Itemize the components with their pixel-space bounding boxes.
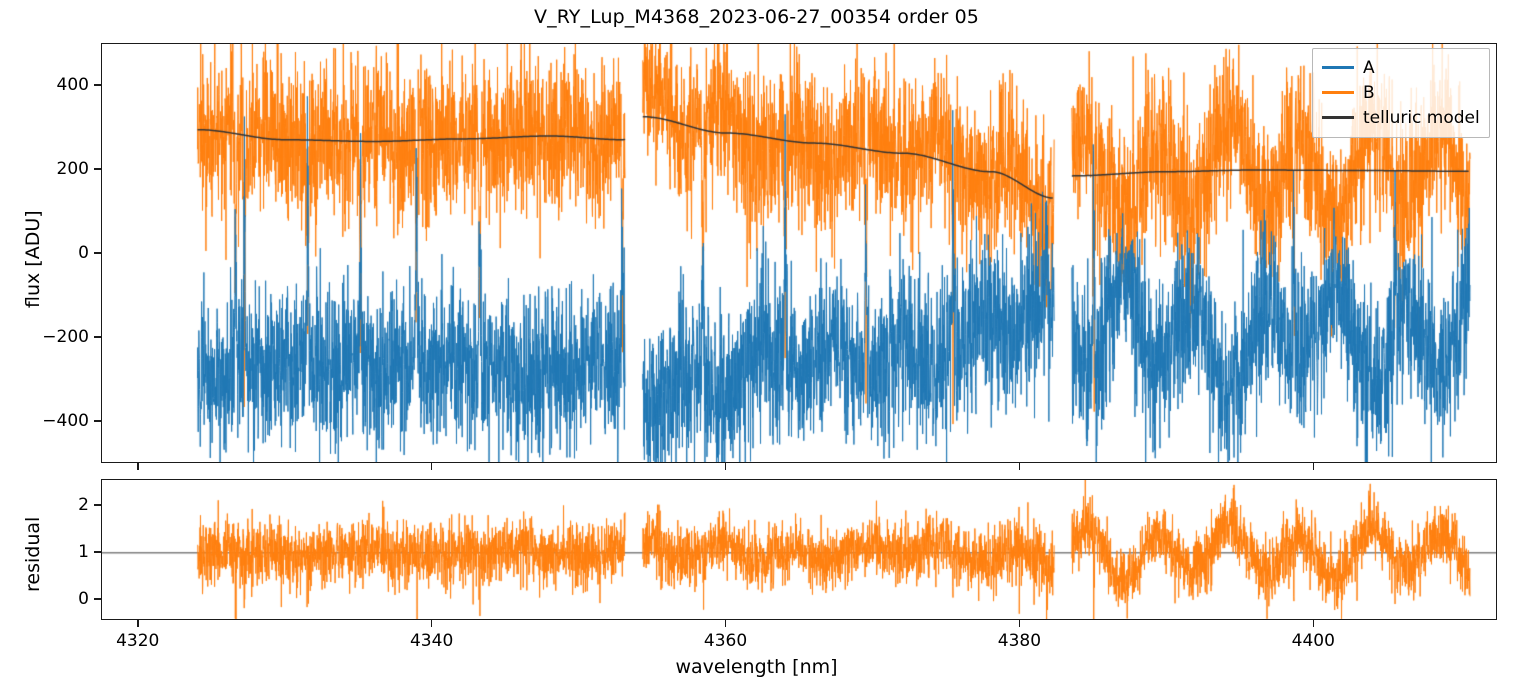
wavelength-xticklabel: 4360 xyxy=(703,631,748,651)
flux-ytick xyxy=(94,252,101,254)
flux-ytick xyxy=(94,168,101,170)
wavelength-xticklabel: 4380 xyxy=(997,631,1042,651)
flux-yticklabel: 200 xyxy=(56,159,89,179)
wavelength-xtick xyxy=(430,620,433,627)
flux-ytick xyxy=(94,420,101,422)
legend-entry-telluric[interactable]: telluric model xyxy=(1322,105,1480,130)
flux-yticklabel: −400 xyxy=(42,411,89,431)
legend-entry-b[interactable]: B xyxy=(1322,80,1480,105)
wavelength-xticklabel: 4340 xyxy=(409,631,454,651)
flux-xtick xyxy=(1018,463,1021,470)
flux-yticklabel: 400 xyxy=(56,75,89,95)
legend-label: A xyxy=(1363,57,1375,78)
residual-yticklabel: 1 xyxy=(78,541,89,562)
flux-plot-area xyxy=(102,44,1496,462)
residual-ytick xyxy=(94,598,101,600)
legend-label: B xyxy=(1363,82,1375,103)
flux-yticklabel: −200 xyxy=(42,327,89,347)
wavelength-xticklabel: 4320 xyxy=(116,631,160,651)
flux-axis-title: flux [ADU] xyxy=(22,210,44,308)
legend-label: telluric model xyxy=(1363,107,1480,128)
flux-ytick xyxy=(94,84,101,86)
flux-yticklabel: 0 xyxy=(78,243,89,263)
residual-ytick xyxy=(94,551,101,553)
wavelength-xtick xyxy=(1312,620,1315,627)
wavelength-xtick xyxy=(724,620,727,627)
wavelength-xticklabel: 4400 xyxy=(1291,631,1335,651)
residual-yticklabel: 0 xyxy=(78,588,89,609)
residual-panel-axes xyxy=(101,479,1497,620)
wavelength-xtick xyxy=(1018,620,1021,627)
wavelength-xtick xyxy=(136,620,139,627)
residual-plot-area xyxy=(102,480,1496,619)
figure-title: V_RY_Lup_M4368_2023-06-27_00354 order 05 xyxy=(534,6,979,28)
residual-ytick xyxy=(94,504,101,506)
legend-entry-a[interactable]: A xyxy=(1322,55,1480,80)
residual-yticklabel: 2 xyxy=(78,494,89,515)
flux-xtick xyxy=(430,463,433,470)
flux-xtick xyxy=(136,463,139,470)
legend-swatch xyxy=(1322,91,1354,94)
legend-swatch xyxy=(1322,66,1354,69)
flux-panel-axes xyxy=(101,43,1497,463)
flux-ytick xyxy=(94,336,101,338)
wavelength-axis-title: wavelength [nm] xyxy=(675,656,838,678)
flux-xtick xyxy=(1312,463,1315,470)
residual-axis-title: residual xyxy=(22,516,44,592)
legend-swatch xyxy=(1322,116,1354,119)
flux-xtick xyxy=(724,463,727,470)
